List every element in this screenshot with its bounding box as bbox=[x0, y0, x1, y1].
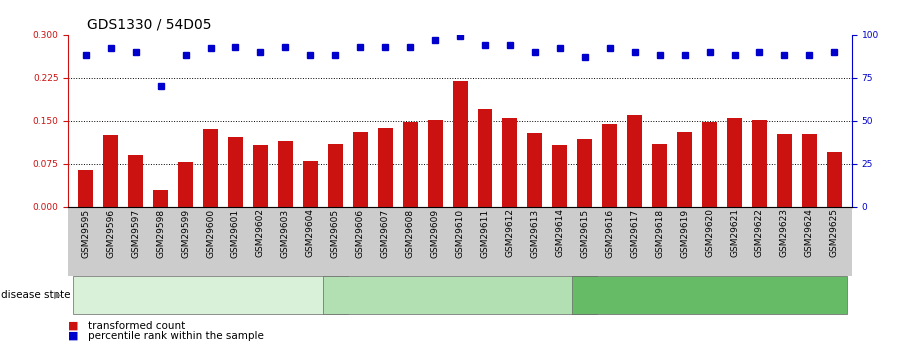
Bar bbox=[777, 134, 792, 207]
Bar bbox=[527, 134, 542, 207]
Bar bbox=[628, 115, 642, 207]
Bar bbox=[453, 80, 467, 207]
Bar bbox=[652, 144, 667, 207]
Text: ▶: ▶ bbox=[54, 290, 61, 300]
Bar bbox=[727, 118, 742, 207]
Bar bbox=[153, 190, 169, 207]
Bar bbox=[128, 155, 143, 207]
Bar bbox=[752, 120, 767, 207]
Bar bbox=[103, 135, 118, 207]
Bar bbox=[353, 132, 368, 207]
Bar bbox=[427, 120, 443, 207]
Bar bbox=[602, 124, 618, 207]
Bar bbox=[578, 139, 592, 207]
Bar bbox=[827, 152, 842, 207]
Bar bbox=[328, 144, 343, 207]
Text: transformed count: transformed count bbox=[88, 321, 186, 331]
Text: ■: ■ bbox=[68, 331, 79, 341]
Bar bbox=[302, 161, 318, 207]
Text: ■: ■ bbox=[68, 321, 79, 331]
Bar bbox=[253, 145, 268, 207]
Bar bbox=[552, 145, 568, 207]
Bar bbox=[203, 129, 218, 207]
Bar bbox=[403, 122, 417, 207]
Bar bbox=[378, 128, 393, 207]
Text: ulcerative colitis: ulcerative colitis bbox=[667, 290, 752, 300]
Text: Crohn disease: Crohn disease bbox=[423, 290, 497, 300]
Bar bbox=[78, 170, 93, 207]
Text: normal: normal bbox=[192, 290, 229, 300]
Bar bbox=[503, 118, 517, 207]
Bar bbox=[477, 109, 493, 207]
Bar bbox=[179, 162, 193, 207]
Text: percentile rank within the sample: percentile rank within the sample bbox=[88, 331, 264, 341]
Text: disease state: disease state bbox=[1, 290, 70, 300]
Bar bbox=[677, 132, 692, 207]
Bar bbox=[802, 134, 817, 207]
Bar bbox=[702, 122, 717, 207]
Bar bbox=[278, 141, 292, 207]
Text: GDS1330 / 54D05: GDS1330 / 54D05 bbox=[87, 17, 211, 31]
Bar bbox=[228, 137, 243, 207]
